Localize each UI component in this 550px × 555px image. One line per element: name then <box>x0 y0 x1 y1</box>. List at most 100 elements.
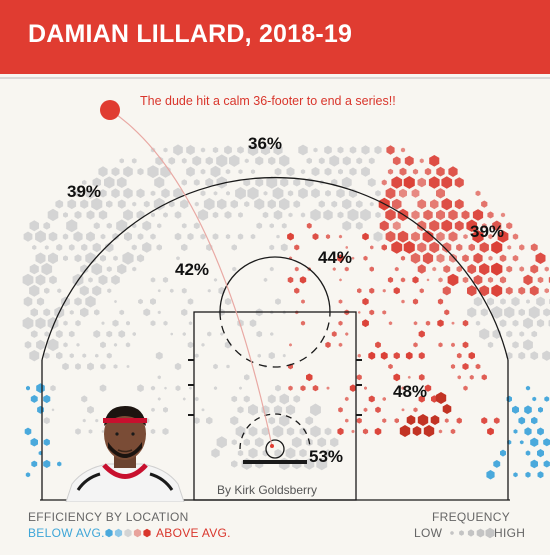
hex-bin <box>85 296 95 308</box>
hex-bin <box>488 342 493 348</box>
hex-bin <box>188 298 194 305</box>
hex-bin <box>491 263 502 276</box>
hex-bin <box>301 321 305 326</box>
hex-bin <box>313 233 319 240</box>
hex-bin <box>356 200 363 208</box>
hex-bin <box>248 448 257 459</box>
hex-bin <box>101 234 106 240</box>
hex-bin <box>507 396 513 403</box>
hex-bin <box>111 275 120 285</box>
hex-bin <box>292 437 302 448</box>
hex-bin <box>500 450 506 457</box>
hex-bin <box>138 233 144 240</box>
shot-annotation: The dude hit a calm 36-footer to end a s… <box>140 94 396 108</box>
hex-bin <box>43 460 50 468</box>
hex-bin <box>26 386 30 391</box>
zone-label-right-elbow: 44% <box>318 248 352 268</box>
hex-bin <box>319 200 325 207</box>
hex-bin <box>544 460 550 467</box>
hex-bin <box>486 470 494 480</box>
hex-bin <box>538 471 544 478</box>
hex-bin <box>231 200 239 209</box>
hex-bin <box>151 386 155 391</box>
hex-bin <box>358 354 361 358</box>
hex-bin <box>182 288 187 294</box>
hex-bin <box>55 200 63 209</box>
hex-bin <box>413 407 417 412</box>
hex-bin <box>298 145 307 156</box>
hex-bin <box>417 199 426 209</box>
hex-bin <box>325 190 331 197</box>
hex-bin <box>455 177 464 187</box>
legend-high-label: HIGH <box>494 526 525 540</box>
hex-bin <box>513 255 519 262</box>
hex-bin <box>310 209 320 221</box>
hex-bin <box>481 308 488 316</box>
hex-bin <box>88 277 93 282</box>
hex-bin <box>73 231 82 242</box>
hex-bin <box>44 352 50 359</box>
hex-bin <box>31 308 39 317</box>
hex-bin <box>448 274 459 286</box>
hex-bin <box>536 297 545 307</box>
hex-bin <box>201 169 206 175</box>
hex-bin <box>329 155 339 167</box>
hex-bin <box>407 415 416 425</box>
hex-bin <box>288 386 292 391</box>
hex-bin <box>445 418 449 423</box>
hex-bin <box>523 318 533 329</box>
hex-bin <box>325 342 330 348</box>
hex-bin <box>476 364 481 370</box>
hex-bin <box>455 199 464 209</box>
hex-bin <box>476 321 480 326</box>
hex-bin <box>414 321 418 325</box>
hex-bin <box>158 311 161 315</box>
hex-bin <box>327 387 330 390</box>
hex-bin <box>342 177 352 188</box>
legend-frequency-title: FREQUENCY <box>432 510 510 524</box>
hex-bin <box>275 168 282 176</box>
hex-bin <box>281 244 288 252</box>
hex-bin <box>324 146 332 155</box>
hex-bin <box>418 178 427 188</box>
hex-bin <box>93 330 100 338</box>
hex-bin <box>44 288 50 294</box>
hex-bin <box>168 157 175 165</box>
hex-bin <box>137 168 143 175</box>
hex-bin <box>118 330 125 338</box>
hex-bin <box>232 439 237 445</box>
hex-bin <box>487 211 493 218</box>
hex-bin <box>81 395 87 402</box>
hex-bin <box>358 311 361 314</box>
hex-bin <box>449 254 457 263</box>
hex-bin <box>43 222 50 230</box>
hex-bin <box>127 365 130 368</box>
hex-bin <box>86 232 95 242</box>
hex-bin <box>488 277 493 283</box>
hex-bin <box>463 277 469 283</box>
hex-bin <box>132 245 137 251</box>
hex-bin <box>326 234 330 239</box>
hex-bin <box>437 320 443 327</box>
hex-bin <box>463 386 467 391</box>
hex-bin <box>238 212 243 218</box>
hex-bin <box>81 244 87 251</box>
hex-bin <box>398 231 408 243</box>
hex-bin <box>537 319 544 327</box>
hex-bin <box>512 341 518 348</box>
hex-bin <box>544 396 549 402</box>
hex-bin <box>244 396 250 403</box>
legend-below-label: BELOW AVG. <box>28 526 105 540</box>
hex-bin <box>150 298 156 305</box>
hex-bin <box>420 288 424 293</box>
hex-bin <box>537 428 544 436</box>
hex-bin <box>441 220 452 232</box>
hex-bin <box>513 234 518 240</box>
hex-bin <box>270 267 274 272</box>
hex-bin <box>431 415 440 425</box>
hex-bin <box>369 158 375 165</box>
hex-bin <box>206 417 213 425</box>
hex-bin <box>112 167 120 176</box>
hex-bin <box>107 353 112 359</box>
hex-bin <box>531 417 538 424</box>
